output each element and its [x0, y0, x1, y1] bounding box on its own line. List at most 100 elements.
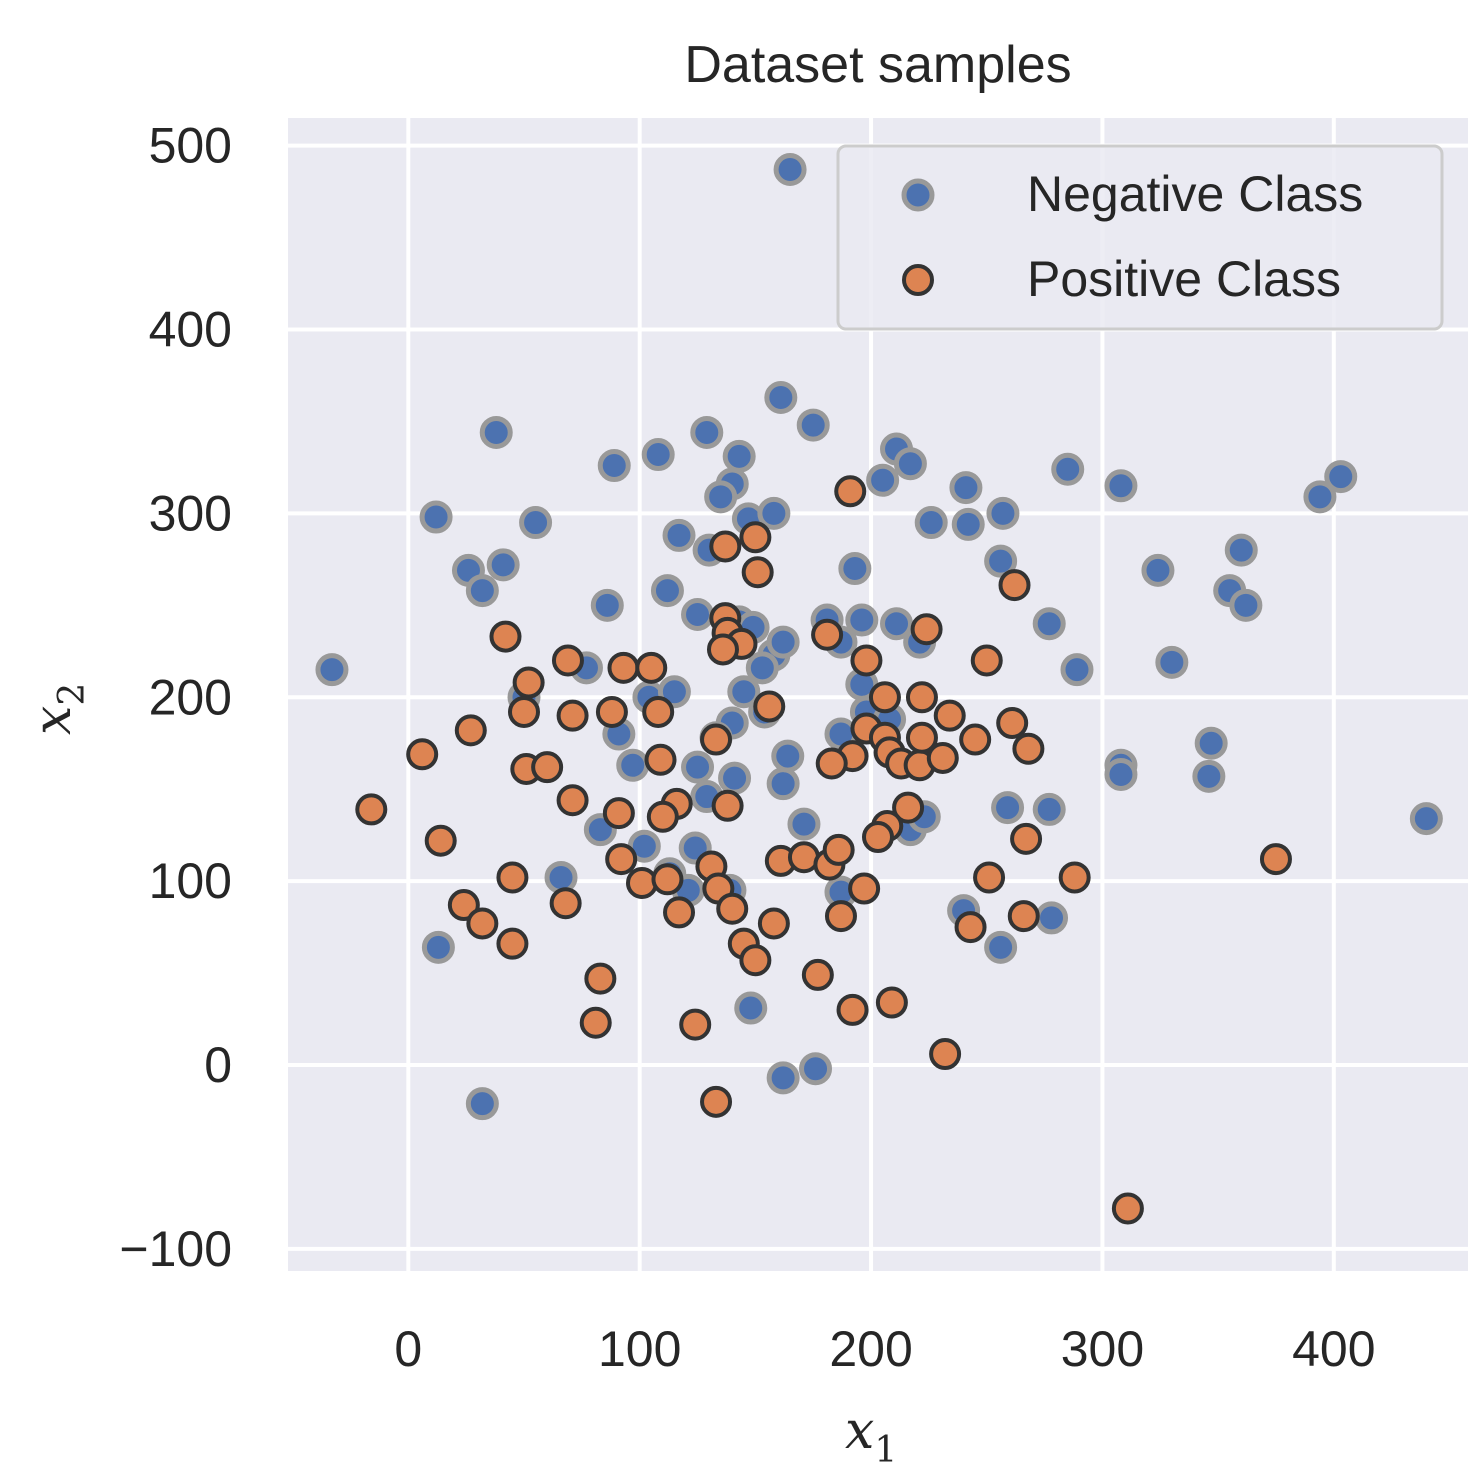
negative-point [315, 653, 349, 687]
positive-point [739, 944, 772, 977]
negative-point [1051, 452, 1085, 486]
negative-point [657, 675, 691, 709]
negative-point [681, 598, 715, 632]
positive-point [700, 723, 733, 756]
y-tick-label: −100 [119, 1221, 232, 1277]
negative-point [734, 991, 768, 1025]
positive-point [905, 721, 938, 754]
negative-point [796, 408, 830, 442]
negative-point [1155, 645, 1189, 679]
positive-point [644, 743, 677, 776]
positive-point [496, 927, 529, 960]
positive-class-points [355, 475, 1292, 1225]
negative-point [419, 500, 453, 534]
negative-point [799, 1052, 833, 1086]
x-tick-label: 0 [394, 1321, 422, 1377]
legend-negative-label: Negative Class [1027, 166, 1363, 222]
negative-point [1192, 759, 1226, 793]
negative-point [991, 791, 1025, 825]
y-tick-label: 400 [149, 301, 232, 357]
y-tick-label: 500 [149, 118, 232, 174]
negative-point [544, 860, 578, 894]
negative-point [1060, 653, 1094, 687]
negative-point [722, 439, 756, 473]
positive-point [1259, 843, 1292, 876]
positive-point [607, 651, 640, 684]
negative-point [745, 651, 779, 685]
positive-point [996, 707, 1029, 740]
negative-point [662, 518, 696, 552]
positive-point [646, 800, 679, 833]
negative-point [766, 767, 800, 801]
positive-point [757, 907, 790, 940]
positive-point [512, 666, 545, 699]
legend-positive-label: Positive Class [1027, 251, 1341, 307]
positive-point [424, 824, 457, 857]
positive-point [447, 889, 480, 922]
negative-point [984, 544, 1018, 578]
positive-point [663, 896, 696, 929]
negative-point [771, 739, 805, 773]
negative-point [704, 480, 738, 514]
positive-point [834, 475, 867, 508]
x-tick-label: 100 [598, 1321, 681, 1377]
legend-positive-marker [902, 264, 934, 296]
negative-point [597, 449, 631, 483]
negative-point [519, 506, 553, 540]
x-tick-label: 300 [1061, 1321, 1144, 1377]
positive-point [850, 644, 883, 677]
negative-point [880, 607, 914, 641]
negative-point [914, 506, 948, 540]
positive-point [642, 695, 675, 728]
positive-point [531, 751, 564, 784]
negative-point [718, 761, 752, 795]
positive-point [466, 907, 499, 940]
negative-point [1032, 792, 1066, 826]
positive-point [910, 613, 943, 646]
positive-point [892, 791, 925, 824]
positive-point [970, 644, 1003, 677]
negative-point [951, 507, 985, 541]
negative-point [766, 625, 800, 659]
positive-point [739, 521, 772, 554]
negative-point [690, 415, 724, 449]
negative-point [866, 463, 900, 497]
negative-point [1104, 757, 1138, 791]
positive-point [651, 863, 684, 896]
negative-point [465, 574, 499, 608]
negative-point [757, 496, 791, 530]
positive-point [868, 681, 901, 714]
positive-point [801, 958, 834, 991]
positive-point [579, 1006, 612, 1039]
positive-point [626, 866, 658, 899]
negative-point [1032, 607, 1066, 641]
positive-point [1111, 1192, 1144, 1225]
negative-point [1324, 460, 1358, 494]
positive-point [496, 861, 529, 894]
negative-point [727, 675, 761, 709]
legend: Negative Class Positive Class [836, 144, 1444, 331]
negative-point [1194, 726, 1228, 760]
positive-point [959, 723, 992, 756]
positive-point [406, 738, 439, 771]
positive-point [1010, 822, 1043, 855]
negative-point [479, 415, 513, 449]
positive-point [741, 556, 774, 589]
negative-point [650, 574, 684, 608]
positive-point [508, 695, 540, 728]
y-tick-label: 0 [204, 1037, 232, 1093]
positive-point [998, 569, 1031, 602]
x-tick-label: 400 [1292, 1321, 1375, 1377]
negative-point [838, 552, 872, 586]
negative-point [1229, 588, 1263, 622]
y-axis-label-main: x [23, 706, 83, 735]
positive-point [836, 993, 869, 1026]
negative-point [986, 496, 1020, 530]
negative-point [465, 1087, 499, 1121]
positive-point [753, 690, 786, 723]
positive-point [973, 861, 1006, 894]
tick-labels: 0 100 200 300 400 −100 0 100 200 300 400 500 [119, 118, 1375, 1377]
positive-point [824, 900, 857, 933]
negative-point [641, 438, 675, 472]
